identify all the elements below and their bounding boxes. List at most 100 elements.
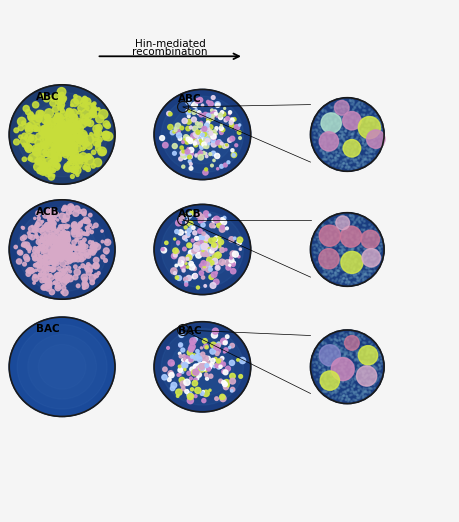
Circle shape: [339, 232, 340, 234]
Circle shape: [316, 116, 318, 118]
Circle shape: [86, 253, 90, 258]
Circle shape: [364, 376, 366, 377]
Circle shape: [351, 350, 353, 351]
Circle shape: [188, 110, 190, 112]
Circle shape: [330, 378, 332, 379]
Circle shape: [355, 159, 356, 161]
Circle shape: [341, 233, 343, 235]
Circle shape: [345, 252, 347, 253]
Circle shape: [319, 124, 320, 126]
Circle shape: [358, 338, 359, 340]
Circle shape: [197, 136, 202, 141]
Circle shape: [203, 235, 209, 241]
Circle shape: [358, 249, 359, 251]
Circle shape: [363, 130, 365, 132]
Circle shape: [361, 243, 362, 245]
Circle shape: [364, 144, 365, 146]
Circle shape: [203, 284, 206, 287]
Circle shape: [225, 366, 230, 371]
Circle shape: [76, 239, 78, 242]
Circle shape: [77, 227, 79, 230]
Circle shape: [83, 165, 87, 170]
Circle shape: [337, 165, 339, 167]
Circle shape: [342, 162, 344, 164]
Circle shape: [346, 336, 347, 337]
Circle shape: [214, 363, 219, 367]
Circle shape: [364, 138, 365, 140]
Circle shape: [73, 94, 77, 98]
Circle shape: [351, 146, 352, 147]
Circle shape: [334, 100, 348, 115]
Circle shape: [339, 216, 340, 218]
Circle shape: [368, 363, 369, 365]
Circle shape: [347, 150, 349, 152]
Circle shape: [332, 260, 334, 262]
Circle shape: [355, 392, 356, 393]
Text: recombination: recombination: [132, 46, 207, 57]
Circle shape: [341, 221, 343, 223]
Circle shape: [325, 240, 327, 242]
Circle shape: [47, 238, 52, 243]
Circle shape: [344, 376, 346, 377]
Circle shape: [314, 369, 316, 371]
Circle shape: [375, 250, 376, 251]
Circle shape: [197, 133, 201, 136]
Circle shape: [358, 397, 359, 399]
Circle shape: [207, 127, 209, 130]
Circle shape: [215, 140, 220, 145]
Circle shape: [62, 206, 67, 211]
Circle shape: [365, 365, 367, 367]
Circle shape: [334, 236, 336, 238]
Circle shape: [194, 134, 198, 137]
Circle shape: [370, 383, 371, 385]
Circle shape: [201, 260, 206, 266]
Circle shape: [340, 351, 341, 353]
Circle shape: [337, 270, 339, 271]
Circle shape: [78, 105, 84, 112]
Circle shape: [327, 156, 329, 158]
Circle shape: [47, 214, 53, 220]
Circle shape: [362, 341, 364, 343]
Circle shape: [190, 226, 192, 228]
Circle shape: [320, 238, 322, 239]
Circle shape: [54, 240, 59, 245]
Circle shape: [369, 383, 371, 385]
Circle shape: [328, 127, 330, 129]
Circle shape: [330, 229, 331, 231]
Circle shape: [101, 240, 103, 243]
Circle shape: [343, 144, 345, 146]
Circle shape: [41, 270, 46, 275]
Circle shape: [374, 350, 375, 351]
Circle shape: [341, 128, 342, 129]
Circle shape: [36, 240, 41, 244]
Circle shape: [353, 339, 355, 341]
Circle shape: [364, 278, 366, 279]
Circle shape: [348, 100, 350, 102]
Circle shape: [339, 350, 340, 351]
Circle shape: [200, 392, 203, 395]
Circle shape: [60, 247, 65, 252]
Circle shape: [374, 232, 375, 234]
Circle shape: [336, 387, 338, 389]
Circle shape: [28, 157, 32, 161]
Circle shape: [351, 273, 353, 275]
Circle shape: [185, 149, 190, 154]
Circle shape: [64, 246, 66, 248]
Circle shape: [342, 372, 344, 373]
Circle shape: [369, 352, 370, 354]
Circle shape: [225, 227, 228, 230]
Circle shape: [339, 384, 341, 385]
Circle shape: [347, 366, 349, 368]
Circle shape: [350, 235, 352, 237]
Circle shape: [357, 232, 358, 234]
Circle shape: [94, 276, 96, 278]
Circle shape: [321, 111, 323, 112]
Circle shape: [351, 357, 353, 359]
Circle shape: [55, 257, 60, 262]
Circle shape: [219, 131, 223, 135]
Circle shape: [347, 281, 348, 282]
Circle shape: [229, 256, 232, 259]
Circle shape: [345, 281, 346, 283]
Circle shape: [369, 352, 371, 354]
Circle shape: [344, 273, 346, 275]
